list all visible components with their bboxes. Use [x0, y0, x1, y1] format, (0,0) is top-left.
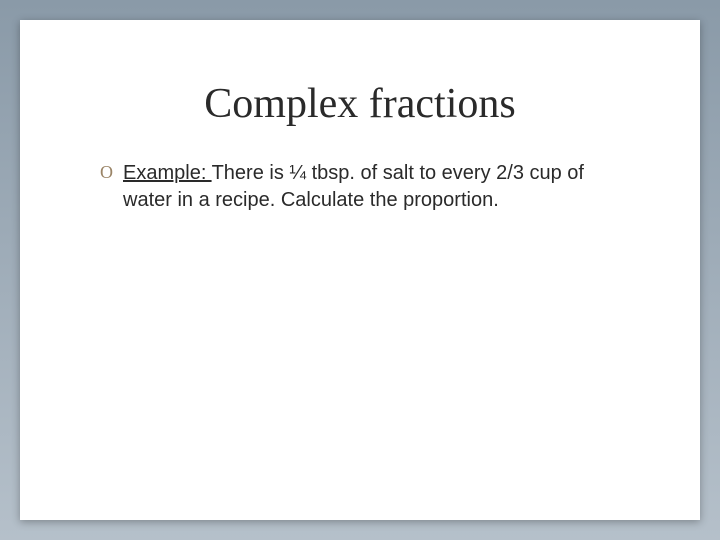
slide-card: Complex fractions O Example: There is ¼ … [20, 20, 700, 520]
bullet-marker-icon: O [100, 160, 113, 185]
bullet-item: O Example: There is ¼ tbsp. of salt to e… [100, 160, 610, 214]
bullet-text: Example: There is ¼ tbsp. of salt to eve… [123, 160, 610, 214]
slide-title: Complex fractions [70, 80, 650, 128]
bullet-label: Example: [123, 162, 212, 184]
